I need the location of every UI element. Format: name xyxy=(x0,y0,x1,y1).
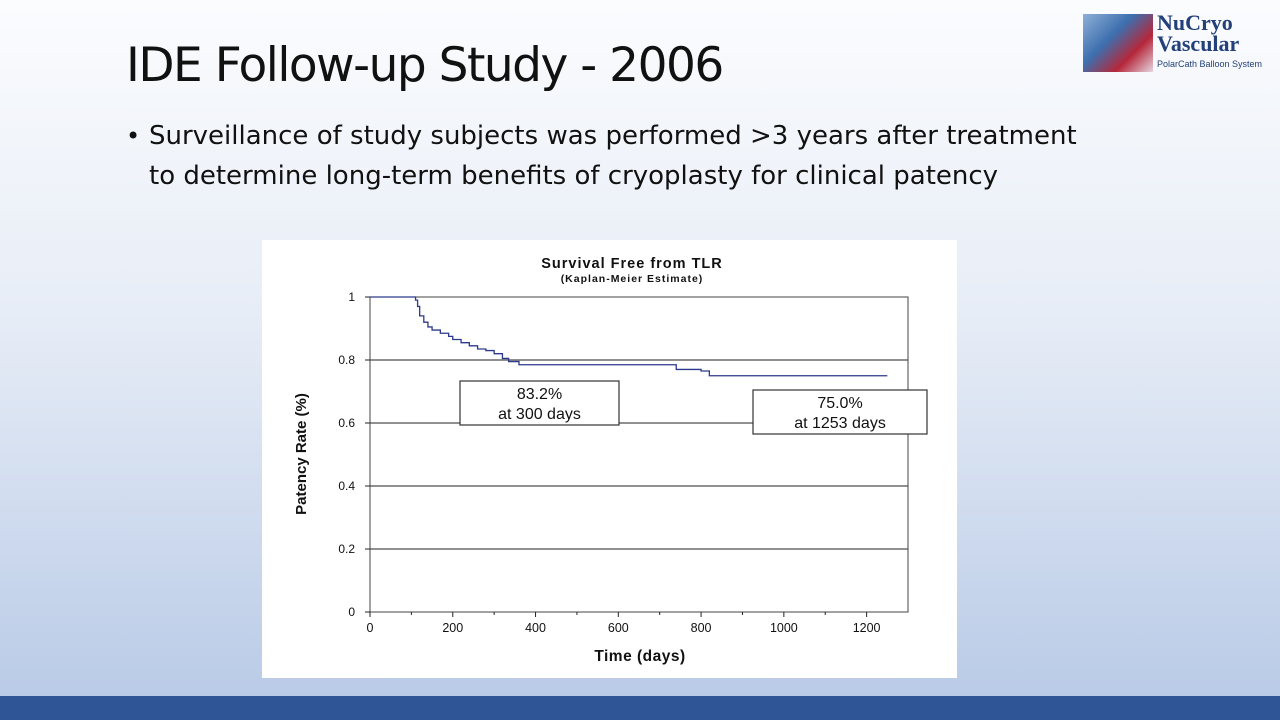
y-tick-label-1: 0.2 xyxy=(338,542,355,556)
nucryo-logo: NuCryo Vascular PolarCath Balloon System xyxy=(1083,10,1273,72)
plot-frame xyxy=(369,296,909,613)
x-tick-label-5: 1000 xyxy=(770,621,798,635)
annotation-box-0: 83.2% at 300 days xyxy=(459,380,620,426)
annotation-layer: 83.2% at 300 days 75.0% at 1253 days xyxy=(459,380,928,435)
annotation-frame-0 xyxy=(459,380,620,426)
y-tick-label-0: 0 xyxy=(348,605,355,619)
bullet-text: Surveillance of study subjects was perfo… xyxy=(149,121,1077,191)
annotation-frame-1 xyxy=(752,389,928,435)
y-tick-label-4: 0.8 xyxy=(338,353,355,367)
y-axis-label: Patency Rate (%) xyxy=(293,393,310,515)
logo-balloon-icon xyxy=(1083,14,1153,72)
bullet-item: • Surveillance of study subjects was per… xyxy=(126,116,1086,196)
annotation-box-1: 75.0% at 1253 days xyxy=(752,389,928,435)
x-axis-label: Time (days) xyxy=(594,648,685,665)
axis-layer: 0 0.2 0.4 0.6 0.8 1 0 200 400 600 800 1000 1200 xyxy=(338,290,909,635)
chart-subtitle: (Kaplan-Meier Estimate) xyxy=(561,273,704,285)
y-tick-label-2: 0.4 xyxy=(338,479,355,493)
x-tick-label-2: 400 xyxy=(525,621,546,635)
annotation-value-0: 83.2% xyxy=(517,386,562,403)
annotation-caption-0: at 300 days xyxy=(498,406,581,423)
logo-tagline: PolarCath Balloon System xyxy=(1157,59,1263,69)
logo-line-1: NuCryo xyxy=(1157,10,1233,35)
footer-bar xyxy=(0,696,1280,720)
x-tick-label-0: 0 xyxy=(367,621,374,635)
annotation-caption-1: at 1253 days xyxy=(794,415,886,432)
y-tick-label-5: 1 xyxy=(348,290,355,304)
annotation-value-1: 75.0% xyxy=(817,395,862,412)
logo-wordmark: NuCryo Vascular xyxy=(1157,10,1240,56)
km-curve-0 xyxy=(370,296,888,377)
x-tick-label-6: 1200 xyxy=(853,621,881,635)
logo-line-2: Vascular xyxy=(1157,31,1240,56)
x-tick-label-4: 800 xyxy=(691,621,712,635)
series-layer xyxy=(370,296,888,377)
x-tick-label-3: 600 xyxy=(608,621,629,635)
chart-svg: Survival Free from TLR (Kaplan-Meier Est… xyxy=(293,256,928,665)
slide-title: IDE Follow-up Study - 2006 xyxy=(126,38,724,93)
x-tick-label-1: 200 xyxy=(442,621,463,635)
grid-layer xyxy=(370,359,908,550)
bullet-dot: • xyxy=(126,122,141,150)
chart-title: Survival Free from TLR xyxy=(541,256,723,272)
y-tick-label-3: 0.6 xyxy=(338,416,355,430)
survival-chart: Survival Free from TLR (Kaplan-Meier Est… xyxy=(262,240,957,678)
